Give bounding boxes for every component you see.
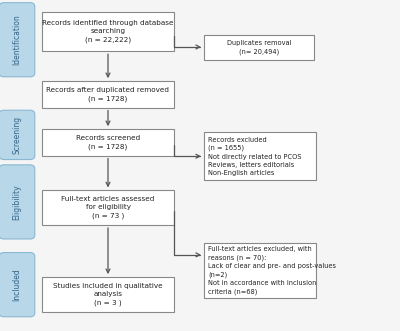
Text: Records screened
(n = 1728): Records screened (n = 1728) [76,135,140,150]
FancyBboxPatch shape [42,12,174,51]
Text: Full-text articles assessed
for eligibility
(n = 73 ): Full-text articles assessed for eligibil… [61,196,155,219]
Text: Records excluded
(n = 1655)
Not directly related to PCOS
Reviews, letters editor: Records excluded (n = 1655) Not directly… [208,137,302,176]
FancyBboxPatch shape [0,3,35,77]
FancyBboxPatch shape [204,243,316,298]
Text: Identification: Identification [12,14,22,65]
Text: Records identified through database
searching
(n = 22,222): Records identified through database sear… [42,20,174,43]
FancyBboxPatch shape [0,165,35,239]
Text: Included: Included [12,268,22,301]
Text: Screening: Screening [12,116,22,154]
Text: Eligibility: Eligibility [12,184,22,220]
FancyBboxPatch shape [42,129,174,156]
FancyBboxPatch shape [42,81,174,108]
Text: Duplicates removal
(n= 20,494): Duplicates removal (n= 20,494) [227,40,291,55]
Text: Full-text articles excluded, with
reasons (n = 70):
Lack of clear and pre- and p: Full-text articles excluded, with reason… [208,246,336,295]
FancyBboxPatch shape [204,132,316,180]
FancyBboxPatch shape [0,110,35,160]
FancyBboxPatch shape [42,277,174,312]
FancyBboxPatch shape [204,35,314,60]
Text: Studies included in qualitative
analysis
(n = 3 ): Studies included in qualitative analysis… [53,283,163,306]
FancyBboxPatch shape [0,253,35,317]
Text: Records after duplicated removed
(n = 1728): Records after duplicated removed (n = 17… [46,87,170,102]
FancyBboxPatch shape [42,190,174,225]
